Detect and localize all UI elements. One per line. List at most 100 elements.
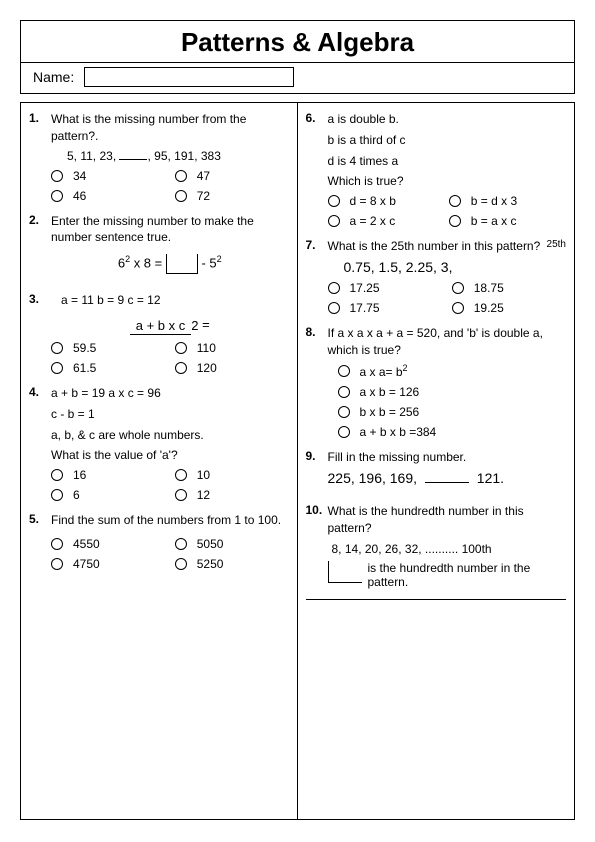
q6-opt-c[interactable]: a = 2 x c (328, 214, 445, 228)
radio-icon (328, 215, 340, 227)
question-3: 3. a = 11 b = 9 c = 12 a + b x c2 = 59.5… (29, 292, 289, 375)
q4-l4: What is the value of 'a'? (51, 447, 289, 464)
qnum: 8. (306, 325, 328, 439)
radio-icon (338, 386, 350, 398)
q4-opt-b[interactable]: 10 (175, 468, 289, 482)
qnum: 10. (306, 503, 328, 589)
radio-icon (175, 190, 187, 202)
name-input[interactable] (84, 67, 294, 87)
radio-icon (175, 362, 187, 374)
qnum: 1. (29, 111, 51, 203)
qnum: 9. (306, 449, 328, 493)
q10-text: What is the hundredth number in this pat… (328, 503, 567, 537)
q4-l2: c - b = 1 (51, 406, 289, 423)
question-4: 4. a + b = 19 a x c = 96 c - b = 1 a, b,… (29, 385, 289, 502)
radio-icon (51, 538, 63, 550)
q6-l2: b is a third of c (328, 132, 567, 149)
q3-vars: a = 11 b = 9 c = 12 (51, 292, 289, 309)
question-5: 5. Find the sum of the numbers from 1 to… (29, 512, 289, 571)
q7-opt-b[interactable]: 18.75 (452, 281, 566, 295)
right-column: 6. a is double b. b is a third of c d is… (298, 103, 575, 819)
q6-l1: a is double b. (328, 111, 567, 128)
q1-opt-a[interactable]: 34 (51, 169, 165, 183)
q8-opt-d[interactable]: a + b x b =384 (338, 425, 567, 439)
name-row: Name: (21, 63, 574, 93)
q1-opt-c[interactable]: 46 (51, 189, 165, 203)
q4-opt-c[interactable]: 6 (51, 488, 165, 502)
radio-icon (175, 489, 187, 501)
radio-icon (175, 558, 187, 570)
q5-opt-c[interactable]: 4750 (51, 557, 165, 571)
q8-opt-a[interactable]: a x a= b2 (338, 363, 567, 379)
q8-opt-b[interactable]: a x b = 126 (338, 385, 567, 399)
q7-seq: 0.75, 1.5, 2.25, 3, (328, 259, 567, 275)
q10-seq: 8, 14, 20, 26, 32, .......... 100th (328, 541, 567, 558)
radio-icon (51, 362, 63, 374)
title-row: Patterns & Algebra (21, 21, 574, 63)
radio-icon (452, 302, 464, 314)
q8-opt-c[interactable]: b x b = 256 (338, 405, 567, 419)
page-title: Patterns & Algebra (21, 27, 574, 58)
radio-icon (328, 282, 340, 294)
radio-icon (338, 406, 350, 418)
q4-l3: a, b, & c are whole numbers. (51, 427, 289, 444)
radio-icon (175, 538, 187, 550)
q2-text: Enter the missing number to make the num… (51, 213, 289, 247)
q5-opt-a[interactable]: 4550 (51, 537, 165, 551)
qnum: 6. (306, 111, 328, 228)
q4-l1: a + b = 19 a x c = 96 (51, 385, 289, 402)
q8-text: If a x a x a + a = 520, and 'b' is doubl… (328, 325, 567, 359)
question-6: 6. a is double b. b is a third of c d is… (306, 111, 567, 228)
question-9: 9. Fill in the missing number. 225, 196,… (306, 449, 567, 493)
q5-opt-d[interactable]: 5250 (175, 557, 289, 571)
q10-answer-row: is the hundredth number in the pattern. (328, 561, 567, 589)
radio-icon (452, 282, 464, 294)
q5-opt-b[interactable]: 5050 (175, 537, 289, 551)
radio-icon (51, 190, 63, 202)
q7-opt-c[interactable]: 17.75 (328, 301, 442, 315)
q7-note: 25th (547, 238, 566, 252)
radio-icon (449, 215, 461, 227)
q6-opt-d[interactable]: b = a x c (449, 214, 566, 228)
q1-blank[interactable] (119, 159, 147, 160)
q7-opt-d[interactable]: 19.25 (452, 301, 566, 315)
q4-opt-d[interactable]: 12 (175, 488, 289, 502)
q1-opt-d[interactable]: 72 (175, 189, 289, 203)
q2-answer-box[interactable] (166, 254, 198, 274)
qnum: 5. (29, 512, 51, 571)
q6-opt-b[interactable]: b = d x 3 (449, 194, 566, 208)
q4-opt-a[interactable]: 16 (51, 468, 165, 482)
q3-opt-a[interactable]: 59.5 (51, 341, 165, 355)
radio-icon (328, 302, 340, 314)
question-1: 1. What is the missing number from the p… (29, 111, 289, 203)
radio-icon (51, 469, 63, 481)
radio-icon (175, 469, 187, 481)
bottom-empty-box (306, 599, 567, 629)
q3-opt-b[interactable]: 110 (175, 341, 289, 355)
q9-text: Fill in the missing number. (328, 449, 567, 466)
q1-sequence: 5, 11, 23, , 95, 191, 383 (51, 149, 289, 163)
q7-text: What is the 25th number in this pattern?… (328, 238, 567, 255)
question-10: 10. What is the hundredth number in this… (306, 503, 567, 589)
radio-icon (51, 342, 63, 354)
q3-opt-d[interactable]: 120 (175, 361, 289, 375)
q6-opt-a[interactable]: d = 8 x b (328, 194, 445, 208)
radio-icon (338, 426, 350, 438)
q10-ans-text: is the hundredth number in the pattern. (368, 561, 567, 589)
radio-icon (175, 170, 187, 182)
question-8: 8. If a x a x a + a = 520, and 'b' is do… (306, 325, 567, 439)
radio-icon (51, 170, 63, 182)
q10-answer-box[interactable] (328, 561, 362, 583)
radio-icon (449, 195, 461, 207)
q9-seq: 225, 196, 169, 121. (328, 469, 567, 489)
q1-text: What is the missing number from the patt… (51, 111, 289, 145)
radio-icon (51, 558, 63, 570)
question-7: 7. What is the 25th number in this patte… (306, 238, 567, 315)
left-column: 1. What is the missing number from the p… (21, 103, 298, 819)
q3-formula: a + b x c2 = (51, 317, 289, 333)
q3-opt-c[interactable]: 61.5 (51, 361, 165, 375)
q7-opt-a[interactable]: 17.25 (328, 281, 442, 295)
radio-icon (328, 195, 340, 207)
q9-blank[interactable] (425, 482, 469, 483)
q1-opt-b[interactable]: 47 (175, 169, 289, 183)
